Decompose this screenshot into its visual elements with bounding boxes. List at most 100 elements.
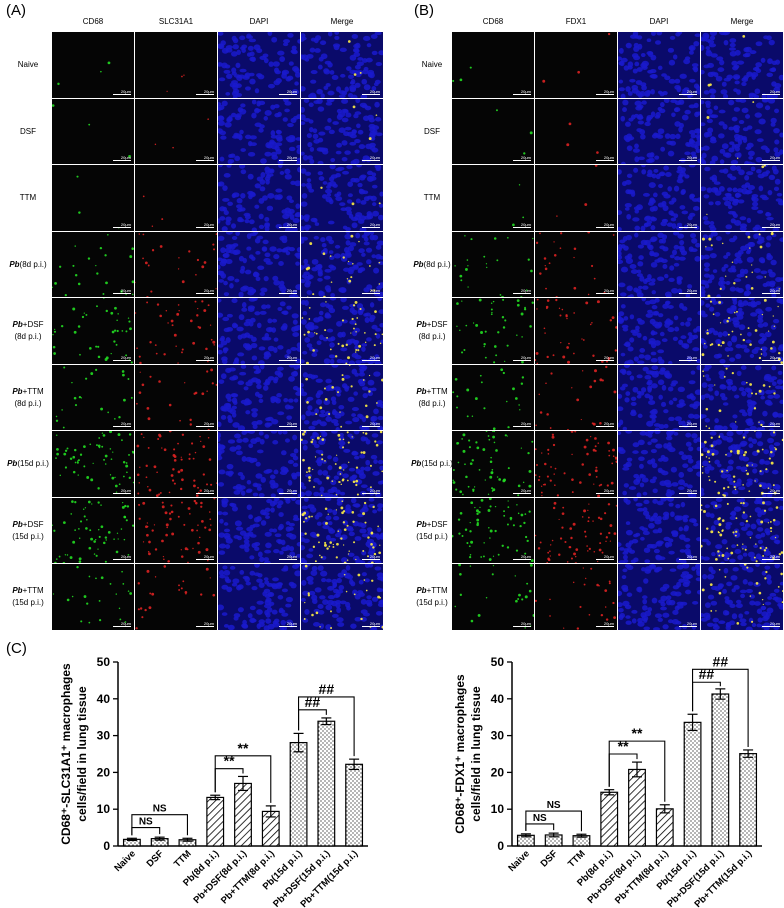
- micrograph-tile: 20μm: [701, 231, 783, 297]
- micrograph-tile: 20μm: [52, 564, 134, 630]
- column-header: FDX1: [565, 17, 587, 26]
- scale-bar: 20μm: [762, 488, 780, 494]
- y-tick-label: 50: [491, 655, 505, 669]
- micrograph-tile: 20μm: [452, 32, 534, 98]
- column-header: DAPI: [249, 17, 269, 26]
- significance-label: ##: [305, 694, 321, 710]
- row-label: Naive: [17, 60, 39, 70]
- scale-bar: 20μm: [513, 488, 531, 494]
- significance-bracket: [692, 668, 749, 747]
- row-label: Pb+DSF (15d p.i.): [416, 519, 448, 541]
- scale-bar: 20μm: [513, 288, 531, 294]
- micrograph-tile: 20μm: [618, 431, 700, 497]
- x-tick-label: DSF: [145, 848, 166, 869]
- scale-bar: 20μm: [679, 155, 697, 161]
- scale-bar: 20μm: [513, 155, 531, 161]
- significance-bracket: [298, 696, 355, 757]
- micrograph-tile: 20μm: [301, 364, 383, 430]
- scale-bar: 20μm: [513, 355, 531, 361]
- scale-bar: 20μm: [762, 421, 780, 427]
- row-label: Pb+TTM (15d p.i.): [416, 586, 448, 608]
- micrograph-tile: 20μm: [301, 298, 383, 364]
- y-tick-label: 10: [491, 802, 505, 816]
- row-label: TTM: [423, 193, 441, 203]
- row-label: Pb+TTM (8d p.i.): [12, 386, 44, 408]
- scale-bar: 20μm: [762, 288, 780, 294]
- micrograph-tile: 20μm: [452, 564, 534, 630]
- micrograph-tile: 20μm: [618, 564, 700, 630]
- scale-bar: 20μm: [196, 554, 214, 560]
- scale-bar: 20μm: [196, 488, 214, 494]
- row-label: DSF: [20, 126, 36, 136]
- scale-bar: 20μm: [513, 222, 531, 228]
- significance-label: NS: [153, 804, 167, 815]
- bar: [317, 720, 336, 847]
- micrograph-tile: 20μm: [52, 431, 134, 497]
- micrograph-tile: 20μm: [135, 564, 217, 630]
- micrograph-tile: 20μm: [218, 165, 300, 231]
- y-tick-label: 20: [97, 765, 111, 779]
- x-tick-label: DSF: [539, 848, 560, 869]
- y-tick-label: 30: [97, 729, 111, 743]
- micrograph-tile: 20μm: [452, 165, 534, 231]
- scale-bar: 20μm: [113, 222, 131, 228]
- micrograph-tile: 20μm: [452, 298, 534, 364]
- micrograph-tile: 20μm: [535, 32, 617, 98]
- y-axis-label: cells/field in lung tissue: [469, 686, 483, 822]
- micrograph-tile: 20μm: [301, 231, 383, 297]
- micrograph-tile: 20μm: [535, 497, 617, 563]
- micrograph-tile: 20μm: [452, 231, 534, 297]
- scale-bar: 20μm: [596, 89, 614, 95]
- y-tick-label: 0: [103, 839, 110, 853]
- column-header: SLC31A1: [158, 17, 194, 26]
- significance-bracket: [131, 827, 161, 836]
- scale-bar: 20μm: [196, 155, 214, 161]
- scale-bar: 20μm: [113, 421, 131, 427]
- scale-bar: 20μm: [279, 288, 297, 294]
- significance-label: ##: [319, 681, 335, 697]
- y-tick-label: 40: [491, 692, 505, 706]
- y-axis-label: cells/field in lung tissue: [75, 686, 89, 822]
- micrograph-tile: 20μm: [535, 364, 617, 430]
- scale-bar: 20μm: [196, 222, 214, 228]
- row-label: Pb+DSF (8d p.i.): [12, 320, 44, 342]
- column-header: Merge: [730, 17, 754, 26]
- micrograph-tile: 20μm: [535, 564, 617, 630]
- row-label: Pb(15d p.i.): [411, 459, 453, 469]
- scale-bar: 20μm: [596, 355, 614, 361]
- micrograph-tile: 20μm: [135, 231, 217, 297]
- scale-bar: 20μm: [596, 621, 614, 627]
- micrograph-tile: 20μm: [301, 165, 383, 231]
- scale-bar: 20μm: [196, 288, 214, 294]
- scale-bar: 20μm: [679, 488, 697, 494]
- micrograph-tile: 20μm: [135, 431, 217, 497]
- y-tick-label: 0: [497, 839, 504, 853]
- significance-bracket: [525, 823, 555, 831]
- panel-letter-b: (B): [414, 2, 434, 19]
- bar: [600, 791, 619, 847]
- micrograph-tile: 20μm: [218, 98, 300, 164]
- micrograph-tile: 20μm: [218, 32, 300, 98]
- scale-bar: 20μm: [513, 421, 531, 427]
- micrograph-tile: 20μm: [52, 98, 134, 164]
- scale-bar: 20μm: [279, 488, 297, 494]
- scale-bar: 20μm: [513, 89, 531, 95]
- micrograph-tile: 20μm: [618, 497, 700, 563]
- scale-bar: 20μm: [513, 621, 531, 627]
- scale-bar: 20μm: [362, 89, 380, 95]
- bar: [683, 721, 702, 847]
- row-label: Pb+TTM (15d p.i.): [12, 586, 44, 608]
- micrograph-tile: 20μm: [701, 32, 783, 98]
- scale-bar: 20μm: [113, 89, 131, 95]
- x-tick-label: Naive: [112, 848, 138, 874]
- micrograph-tile: 20μm: [301, 564, 383, 630]
- scale-bar: 20μm: [362, 554, 380, 560]
- scale-bar: 20μm: [513, 554, 531, 560]
- row-label: TTM: [19, 193, 37, 203]
- significance-bracket: [525, 810, 582, 832]
- micrograph-tile: 20μm: [701, 497, 783, 563]
- column-header: CD68: [482, 17, 504, 26]
- bar: [655, 808, 674, 847]
- micrograph-tile: 20μm: [701, 98, 783, 164]
- scale-bar: 20μm: [679, 222, 697, 228]
